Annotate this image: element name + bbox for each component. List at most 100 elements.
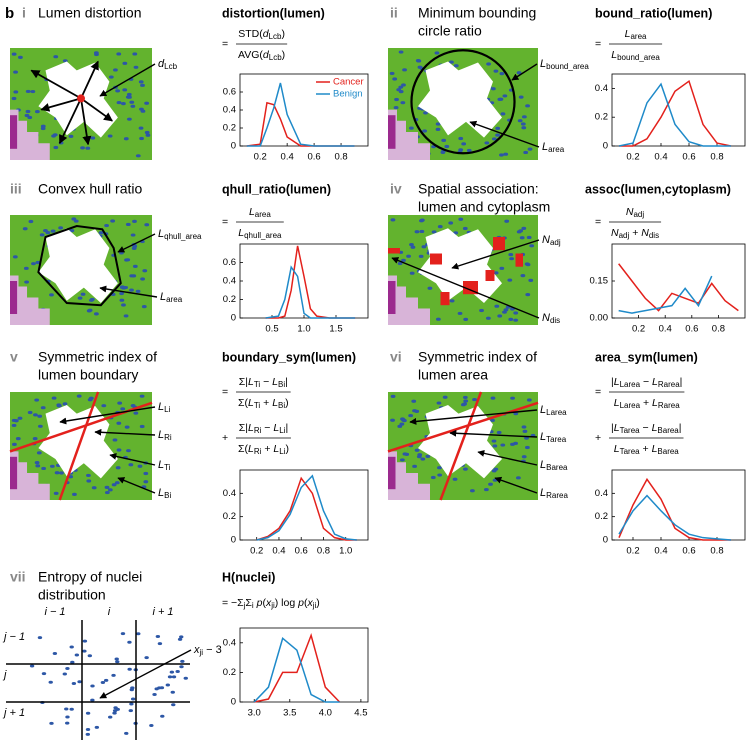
convex-hull [37,224,122,307]
annotation-arrow [99,285,158,298]
tissue-illustration [10,48,152,160]
subscript-part: Bi [164,491,171,500]
nucleus [412,464,417,468]
math-text: LTi [158,459,171,472]
panel-title: Entropy of nuclei [38,569,142,585]
italic-part: L [248,443,254,455]
annotation-arrow [391,257,540,319]
nucleus [497,314,503,318]
nucleus [116,52,122,56]
nucleus [406,254,411,258]
text-part: − [260,376,272,388]
nucleus [53,145,59,150]
series-line [619,79,732,147]
nucleus [121,303,126,307]
nucleus [129,100,135,104]
nucleus [131,274,137,278]
nucleus [85,146,91,150]
subscript-part: Barea [657,426,679,435]
nucleus [119,291,124,296]
nucleus [115,466,121,470]
nucleus [416,59,422,63]
nucleus [124,425,130,429]
subscript-part: ji [312,601,317,610]
nucleus [527,147,533,151]
text-part: − [640,422,652,434]
y-tick-label: 0.2 [223,123,236,134]
nucleus [437,466,442,470]
x-tick-label: 4.5 [354,708,367,719]
subscript-part: ji [270,601,275,610]
subscript-part: Larea [620,401,641,410]
adjacent-cytoplasm [430,253,442,265]
x-tick-label: 0.2 [626,546,639,557]
math-text: −ΣjΣi p(xji) log p(xji) [231,597,320,610]
text-part: − 3 [203,644,222,656]
series-line [254,633,341,703]
y-tick-label: 0.4 [223,637,236,648]
nucleus [141,304,147,309]
subscript-part: bound_area [546,62,589,71]
subscript-part: area [166,295,183,304]
italic-part: L [272,397,278,409]
x-tick-label: 0.8 [710,152,723,163]
nucleus [436,401,442,405]
italic-part: L [158,429,164,441]
nucleus [116,448,122,452]
y-tick-label: 0.4 [223,105,236,116]
plot-frame [239,243,369,319]
nucleus [180,659,185,663]
subscript-part: Li [164,405,170,414]
x-tick-label: 0.5 [265,324,278,335]
nucleus [115,89,121,93]
tissue-illustration [10,215,152,325]
subscript-part: Tarea [620,447,641,456]
math-text: STD(dLcb) [238,28,285,41]
nucleus [80,292,86,296]
nucleus [399,458,405,462]
nucleus [128,709,133,713]
nucleus [485,316,491,320]
nucleus [522,429,528,433]
lumen [418,61,502,138]
nucleus [40,124,46,128]
annotation-arrow [449,429,538,438]
nucleus [417,65,423,69]
chart-title: H(nuclei) [222,570,275,584]
nucleus [119,298,125,302]
math-text: Lbound_area [611,49,660,62]
nucleus [510,396,515,400]
nucleus [51,134,57,138]
symmetry-axis [58,391,100,501]
nucleus [120,102,126,106]
panel-numeral: v [10,349,18,365]
nucleus [499,266,505,270]
distance-arrow [80,97,113,122]
x-tick-label: 0.6 [682,546,695,557]
nucleus [93,312,99,316]
annotation-arrow [469,120,540,148]
annotation-arrow [94,428,156,436]
subscript-part: Rarea [658,380,680,389]
nucleus [491,439,497,443]
nucleus [40,406,46,410]
nucleus [507,278,513,282]
formula-operator: + [595,432,601,444]
nucleus [82,639,88,643]
math-text: Ndis [542,312,560,325]
subscript-part: Ti [164,463,171,472]
cytoplasm-region [10,451,50,500]
nucleus [431,230,437,234]
subscript-part: Ti [254,401,261,410]
nucleus [112,711,117,715]
nucleus [463,317,469,322]
nucleus [521,455,527,459]
nucleus [502,94,508,98]
nucleus [132,52,138,56]
nucleus [65,715,70,719]
nucleus [483,487,489,492]
nucleus [435,317,441,321]
text-part: ( [304,597,308,609]
nucleus [93,51,99,55]
bounding-circle [410,49,516,155]
